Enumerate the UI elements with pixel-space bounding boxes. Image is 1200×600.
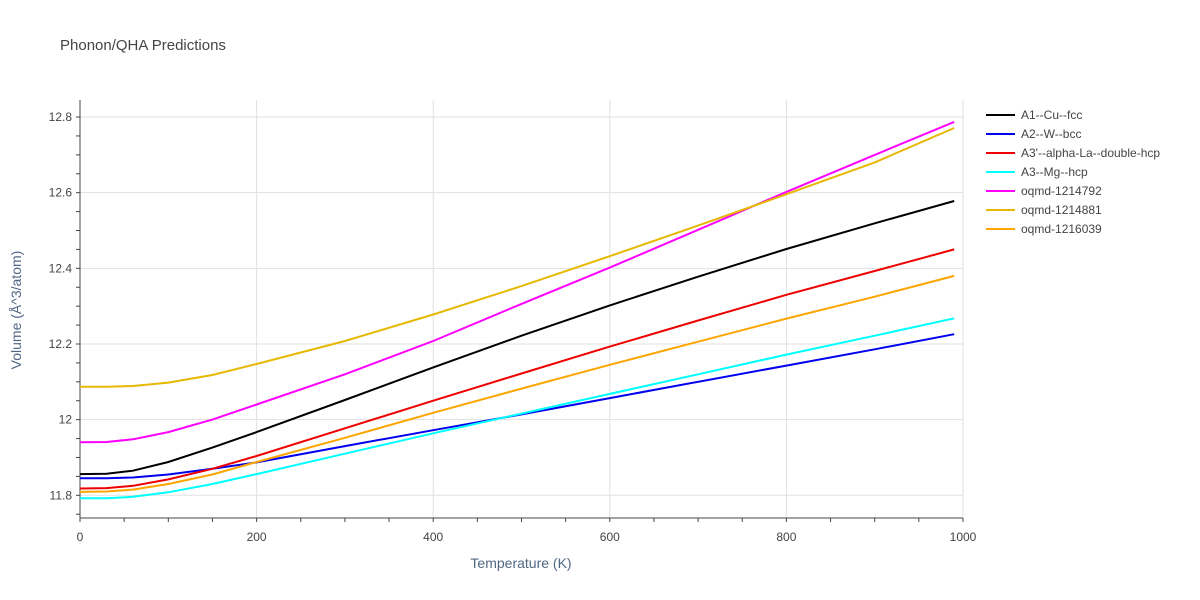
grid bbox=[80, 100, 964, 518]
legend-item[interactable]: oqmd-1214792 bbox=[986, 184, 1102, 198]
plot-area bbox=[79, 120, 955, 500]
axes bbox=[76, 100, 964, 522]
y-tick-label: 12.8 bbox=[49, 110, 73, 124]
x-tick-label: 600 bbox=[600, 530, 620, 544]
x-tick-label: 800 bbox=[776, 530, 796, 544]
x-tick-label: 1000 bbox=[950, 530, 977, 544]
legend-item[interactable]: oqmd-1214881 bbox=[986, 203, 1102, 217]
legend-label: oqmd-1216039 bbox=[1021, 222, 1102, 236]
legend-item[interactable]: oqmd-1216039 bbox=[986, 222, 1102, 236]
x-tick-label: 200 bbox=[247, 530, 267, 544]
y-tick-label: 12.2 bbox=[49, 337, 73, 351]
series-line-1 bbox=[80, 333, 955, 480]
x-axis-title: Temperature (K) bbox=[470, 555, 571, 571]
legend-label: A1--Cu--fcc bbox=[1021, 108, 1082, 122]
x-tick-label: 0 bbox=[77, 530, 84, 544]
y-axis-title: Volume (Å^3/atom) bbox=[8, 251, 24, 370]
legend-label: oqmd-1214881 bbox=[1021, 203, 1102, 217]
legend-item[interactable]: A3--Mg--hcp bbox=[986, 165, 1088, 179]
series-line-0 bbox=[79, 200, 955, 476]
legend-item[interactable]: A3'--alpha-La--double-hcp bbox=[986, 146, 1160, 160]
legend-item[interactable]: A2--W--bcc bbox=[986, 127, 1081, 141]
legend-item[interactable]: A1--Cu--fcc bbox=[986, 108, 1082, 122]
x-axis-ticks: 0 200 400 600 800 1000 bbox=[77, 530, 977, 544]
y-axis-ticks: 11.8 12 12.2 12.4 12.6 12.8 bbox=[49, 110, 73, 502]
y-tick-label: 11.8 bbox=[50, 488, 73, 502]
y-tick-label: 12 bbox=[59, 413, 73, 427]
x-tick-label: 400 bbox=[423, 530, 443, 544]
series-line-2 bbox=[79, 248, 955, 490]
legend-label: A2--W--bcc bbox=[1021, 127, 1081, 141]
legend: A1--Cu--fcc A2--W--bcc A3'--alpha-La--doub… bbox=[986, 108, 1160, 236]
y-tick-label: 12.4 bbox=[49, 261, 73, 275]
y-tick-label: 12.6 bbox=[49, 186, 73, 200]
series-line-4 bbox=[79, 120, 955, 444]
legend-label: A3'--alpha-La--double-hcp bbox=[1021, 146, 1160, 160]
legend-label: oqmd-1214792 bbox=[1021, 184, 1102, 198]
series-line-6 bbox=[79, 274, 955, 493]
series-line-3 bbox=[80, 317, 955, 500]
series-line-5 bbox=[80, 127, 955, 388]
legend-label: A3--Mg--hcp bbox=[1021, 165, 1088, 179]
chart-title: Phonon/QHA Predictions bbox=[60, 37, 226, 54]
